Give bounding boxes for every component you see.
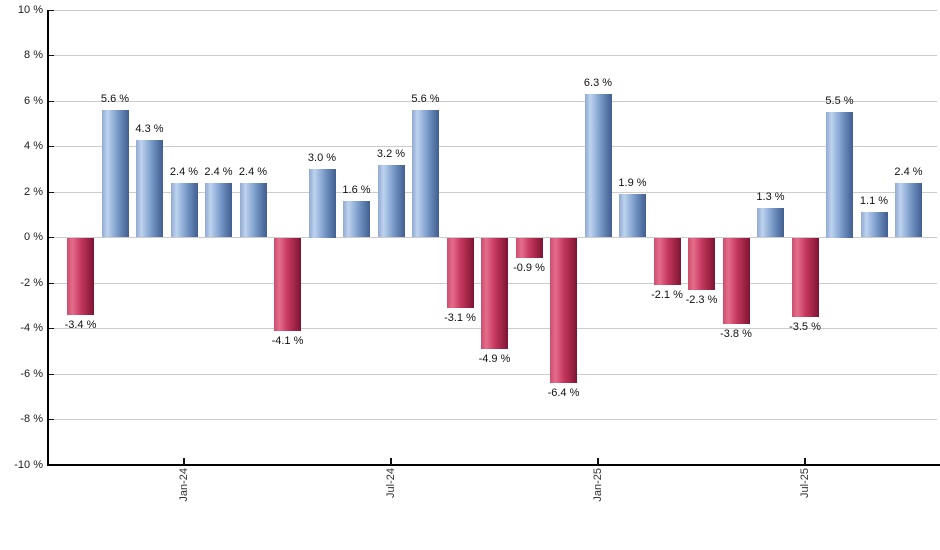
x-axis-tick-label: Jul-24 xyxy=(385,468,397,498)
y-axis-tick-label: 0 % xyxy=(24,231,43,243)
bar xyxy=(136,139,163,238)
bar-value-label: 3.0 % xyxy=(307,152,337,165)
bar-value-label: -3.1 % xyxy=(444,312,476,325)
bar-value-label: 3.2 % xyxy=(376,147,406,160)
x-axis-tick-label: Jan-24 xyxy=(178,468,190,502)
bar xyxy=(791,237,819,318)
x-axis-line xyxy=(47,464,940,466)
x-axis-tick xyxy=(183,458,185,465)
x-axis-tick-label: Jan-25 xyxy=(592,468,604,502)
gridline xyxy=(49,100,937,102)
bar xyxy=(757,207,784,238)
bar xyxy=(446,237,474,309)
bar xyxy=(619,194,646,238)
bar-value-label: -0.9 % xyxy=(513,261,545,274)
bar-value-label: -3.8 % xyxy=(720,327,752,340)
y-axis-tick xyxy=(49,328,54,329)
bar-value-label: 1.1 % xyxy=(859,195,889,208)
bar xyxy=(377,164,405,238)
bar xyxy=(308,169,336,238)
gridline xyxy=(49,9,937,11)
bar-value-label: -4.1 % xyxy=(271,334,304,347)
bar-value-label: 5.5 % xyxy=(825,95,854,108)
y-axis-tick-label: -2 % xyxy=(20,276,43,289)
bar-value-label: -4.9 % xyxy=(478,352,511,365)
y-axis-tick-label: 6 % xyxy=(24,94,43,107)
gridline xyxy=(49,146,937,147)
x-axis-tick xyxy=(597,458,599,465)
bar xyxy=(170,182,198,238)
bar-value-label: -2.3 % xyxy=(685,293,718,306)
bar-value-label: 2.4 % xyxy=(169,165,199,178)
bar-value-label: -2.1 % xyxy=(651,289,683,302)
bar-value-label: 5.6 % xyxy=(100,93,130,106)
y-axis-tick-label: 10 % xyxy=(17,3,43,16)
bar xyxy=(584,94,612,238)
bar-value-label: 4.3 % xyxy=(135,122,164,135)
bar xyxy=(722,237,750,324)
bar-value-label: 6.3 % xyxy=(583,77,613,90)
y-axis-tick xyxy=(49,419,54,420)
gridline xyxy=(49,373,937,375)
bar-value-label: -6.4 % xyxy=(547,387,580,400)
bar-value-label: -3.4 % xyxy=(64,318,97,331)
bar xyxy=(274,237,301,331)
bar-value-label: -3.5 % xyxy=(789,321,821,334)
y-axis-line xyxy=(47,10,49,466)
bar-value-label: 5.6 % xyxy=(411,93,440,106)
y-axis-tick xyxy=(49,9,54,11)
bar-value-label: 1.6 % xyxy=(342,184,371,197)
y-axis-tick xyxy=(49,282,54,284)
x-axis-tick xyxy=(390,458,392,465)
bar xyxy=(895,182,922,238)
y-axis-tick xyxy=(49,237,54,238)
bar xyxy=(515,237,543,258)
bar-value-label: 1.9 % xyxy=(618,177,647,190)
y-axis-tick xyxy=(49,146,54,147)
y-axis-tick xyxy=(49,100,54,102)
gridline xyxy=(49,55,937,56)
gridline xyxy=(49,191,937,193)
y-axis-tick xyxy=(49,191,54,193)
bar xyxy=(67,237,94,315)
bar xyxy=(101,110,129,238)
bar xyxy=(550,237,577,384)
y-axis-tick-label: -10 % xyxy=(14,458,43,471)
y-axis-tick xyxy=(49,373,54,375)
bar xyxy=(412,110,439,238)
bar xyxy=(239,182,267,238)
y-axis-tick-label: 2 % xyxy=(24,185,43,198)
bar xyxy=(826,112,853,238)
y-axis-tick-label: 8 % xyxy=(24,49,43,61)
bar xyxy=(205,182,232,238)
bar xyxy=(860,212,888,238)
bar xyxy=(688,237,715,290)
bar-value-label: 1.3 % xyxy=(756,190,785,203)
x-axis-tick-label: Jul-25 xyxy=(799,468,811,498)
bar xyxy=(481,237,508,349)
bar-value-label: 2.4 % xyxy=(204,165,233,178)
bar xyxy=(653,237,681,286)
x-axis-tick xyxy=(804,458,806,465)
y-axis-tick xyxy=(49,55,54,56)
y-axis-tick-label: 4 % xyxy=(24,140,43,152)
bar-value-label: 2.4 % xyxy=(238,165,268,178)
y-axis-tick-label: -4 % xyxy=(20,322,43,334)
y-axis-tick-label: -6 % xyxy=(20,367,43,380)
bar-value-label: 2.4 % xyxy=(894,165,923,178)
bar xyxy=(343,201,370,238)
gridline xyxy=(49,419,937,420)
y-axis-tick-label: -8 % xyxy=(20,413,43,425)
